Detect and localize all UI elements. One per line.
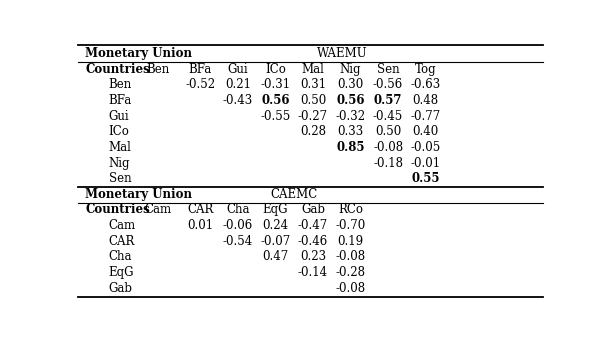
Text: Gab: Gab [108, 282, 133, 295]
Text: ICo: ICo [108, 125, 130, 138]
Text: -0.14: -0.14 [298, 266, 328, 279]
Text: Sen: Sen [108, 172, 132, 185]
Text: CAEMC: CAEMC [270, 188, 318, 201]
Text: Gui: Gui [108, 110, 129, 123]
Text: 0.85: 0.85 [336, 141, 365, 154]
Text: BFa: BFa [188, 63, 212, 76]
Text: 0.33: 0.33 [338, 125, 364, 138]
Text: Cam: Cam [108, 219, 136, 232]
Text: BFa: BFa [108, 94, 132, 107]
Text: Countries: Countries [85, 203, 150, 217]
Text: -0.18: -0.18 [373, 156, 403, 170]
Text: 0.57: 0.57 [374, 94, 402, 107]
Text: -0.08: -0.08 [336, 251, 365, 263]
Text: Ben: Ben [146, 63, 170, 76]
Text: WAEMU: WAEMU [317, 47, 368, 60]
Text: -0.08: -0.08 [336, 282, 365, 295]
Text: 0.24: 0.24 [262, 219, 288, 232]
Text: Sen: Sen [377, 63, 399, 76]
Text: 0.23: 0.23 [300, 251, 326, 263]
Text: Mal: Mal [108, 141, 132, 154]
Text: -0.05: -0.05 [410, 141, 441, 154]
Text: -0.43: -0.43 [222, 94, 253, 107]
Text: 0.56: 0.56 [336, 94, 365, 107]
Text: -0.52: -0.52 [185, 78, 215, 91]
Text: -0.32: -0.32 [336, 110, 365, 123]
Text: 0.28: 0.28 [300, 125, 326, 138]
Text: -0.01: -0.01 [411, 156, 441, 170]
Text: -0.46: -0.46 [298, 235, 328, 248]
Text: 0.50: 0.50 [300, 94, 326, 107]
Text: -0.45: -0.45 [373, 110, 403, 123]
Text: -0.63: -0.63 [410, 78, 441, 91]
Text: RCo: RCo [338, 203, 363, 217]
Text: CAR: CAR [108, 235, 135, 248]
Text: Cha: Cha [108, 251, 132, 263]
Text: 0.48: 0.48 [413, 94, 439, 107]
Text: Nig: Nig [108, 156, 130, 170]
Text: -0.31: -0.31 [261, 78, 290, 91]
Text: 0.19: 0.19 [338, 235, 364, 248]
Text: Mal: Mal [302, 63, 324, 76]
Text: -0.06: -0.06 [222, 219, 253, 232]
Text: -0.08: -0.08 [373, 141, 403, 154]
Text: EqG: EqG [262, 203, 288, 217]
Text: 0.40: 0.40 [413, 125, 439, 138]
Text: Monetary Union: Monetary Union [85, 188, 192, 201]
Text: 0.01: 0.01 [187, 219, 213, 232]
Text: 0.31: 0.31 [300, 78, 326, 91]
Text: 0.55: 0.55 [411, 172, 440, 185]
Text: -0.77: -0.77 [410, 110, 441, 123]
Text: -0.56: -0.56 [373, 78, 403, 91]
Text: -0.54: -0.54 [222, 235, 253, 248]
Text: Cha: Cha [226, 203, 250, 217]
Text: Ben: Ben [108, 78, 132, 91]
Text: CAR: CAR [187, 203, 213, 217]
Text: -0.55: -0.55 [260, 110, 290, 123]
Text: Monetary Union: Monetary Union [85, 47, 192, 60]
Text: 0.56: 0.56 [261, 94, 290, 107]
Text: 0.30: 0.30 [338, 78, 364, 91]
Text: 0.47: 0.47 [262, 251, 288, 263]
Text: Gui: Gui [227, 63, 248, 76]
Text: 0.50: 0.50 [375, 125, 401, 138]
Text: Countries: Countries [85, 63, 150, 76]
Text: -0.07: -0.07 [260, 235, 290, 248]
Text: Tog: Tog [415, 63, 436, 76]
Text: EqG: EqG [108, 266, 134, 279]
Text: -0.47: -0.47 [298, 219, 328, 232]
Text: Cam: Cam [144, 203, 171, 217]
Text: Nig: Nig [340, 63, 361, 76]
Text: 0.21: 0.21 [225, 78, 251, 91]
Text: ICo: ICo [265, 63, 286, 76]
Text: -0.28: -0.28 [336, 266, 365, 279]
Text: -0.70: -0.70 [335, 219, 365, 232]
Text: -0.27: -0.27 [298, 110, 328, 123]
Text: Gab: Gab [301, 203, 325, 217]
